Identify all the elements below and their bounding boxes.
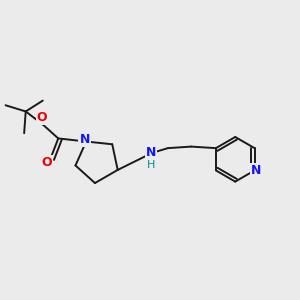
- Text: N: N: [80, 134, 90, 146]
- Text: N: N: [146, 146, 156, 159]
- Text: O: O: [37, 111, 47, 124]
- Text: H: H: [147, 160, 155, 170]
- Text: O: O: [41, 156, 52, 169]
- Text: N: N: [251, 164, 261, 177]
